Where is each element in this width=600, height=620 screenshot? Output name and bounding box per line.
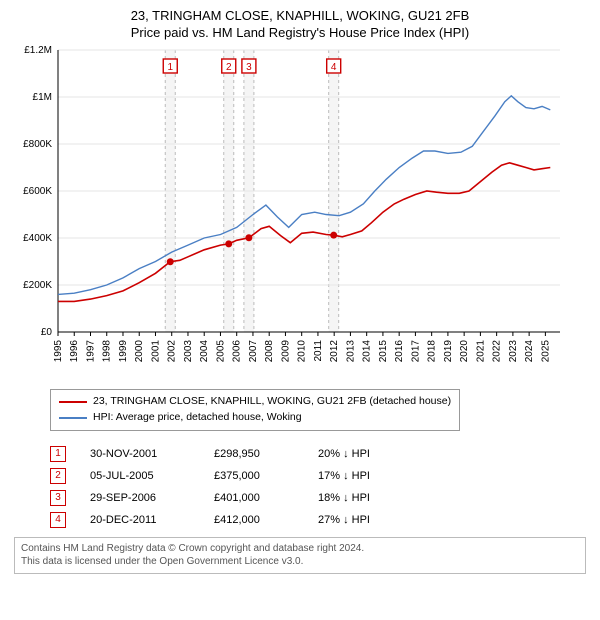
footer-line-1: Contains HM Land Registry data © Crown c… — [21, 542, 579, 556]
sale-row-delta: 27% ↓ HPI — [318, 514, 408, 526]
x-tick-label: 2024 — [524, 340, 535, 363]
series-hpi — [58, 96, 550, 295]
sale-marker-number: 2 — [226, 62, 232, 73]
sale-row-delta: 17% ↓ HPI — [318, 470, 408, 482]
sale-dot — [167, 258, 174, 265]
legend-swatch — [59, 417, 87, 419]
x-tick-label: 2019 — [443, 340, 454, 363]
y-tick-label: £200K — [23, 280, 52, 291]
legend: 23, TRINGHAM CLOSE, KNAPHILL, WOKING, GU… — [50, 389, 460, 431]
x-tick-label: 2008 — [264, 340, 275, 363]
sales-table: 1 30-NOV-2001 £298,950 20% ↓ HPI 2 05-JUL-200… — [50, 443, 586, 531]
legend-row: HPI: Average price, detached house, Woki… — [59, 410, 451, 426]
x-tick-label: 2010 — [297, 340, 308, 363]
sale-row-date: 30-NOV-2001 — [90, 448, 190, 460]
legend-label: HPI: Average price, detached house, Woki… — [93, 410, 302, 426]
legend-row: 23, TRINGHAM CLOSE, KNAPHILL, WOKING, GU… — [59, 394, 451, 410]
sale-dot — [330, 232, 337, 239]
x-tick-label: 2005 — [215, 340, 226, 363]
x-tick-label: 2009 — [280, 340, 291, 363]
x-tick-label: 2007 — [248, 340, 259, 363]
x-tick-label: 2011 — [313, 340, 324, 362]
y-tick-label: £800K — [23, 139, 52, 150]
sale-marker-number: 4 — [331, 62, 337, 73]
x-tick-label: 2021 — [475, 340, 486, 363]
x-tick-label: 2006 — [232, 340, 243, 363]
footer-line-2: This data is licensed under the Open Gov… — [21, 555, 579, 569]
x-tick-label: 2012 — [329, 340, 340, 363]
x-tick-label: 2015 — [378, 340, 389, 363]
y-tick-label: £1M — [33, 92, 52, 103]
sale-row-date: 20-DEC-2011 — [90, 514, 190, 526]
sale-row-price: £298,950 — [214, 448, 294, 460]
sale-dot — [245, 234, 252, 241]
chart-area: £0 £200K £400K £600K £800K £1M £1.2M 1995 1996 19… — [10, 46, 590, 381]
x-tick-label: 2001 — [150, 340, 161, 363]
sale-row: 3 29-SEP-2006 £401,000 18% ↓ HPI — [50, 487, 586, 509]
x-tick-label: 1999 — [118, 340, 129, 363]
sale-marker-number: 1 — [167, 62, 173, 73]
legend-label: 23, TRINGHAM CLOSE, KNAPHILL, WOKING, GU… — [93, 394, 451, 410]
sale-row-date: 05-JUL-2005 — [90, 470, 190, 482]
sale-row-delta: 18% ↓ HPI — [318, 492, 408, 504]
price-chart: £0 £200K £400K £600K £800K £1M £1.2M 1995 1996 19… — [10, 46, 570, 376]
x-tick-label: 2003 — [183, 340, 194, 363]
sale-row-price: £412,000 — [214, 514, 294, 526]
sale-row-marker: 2 — [50, 468, 66, 484]
x-tick-label: 2023 — [508, 340, 519, 363]
x-tick-label: 2025 — [540, 340, 551, 363]
y-tick-label: £1.2M — [24, 46, 52, 56]
sale-row-marker: 3 — [50, 490, 66, 506]
sale-row: 2 05-JUL-2005 £375,000 17% ↓ HPI — [50, 465, 586, 487]
sale-row-marker: 1 — [50, 446, 66, 462]
sale-marker-number: 3 — [246, 62, 252, 73]
sale-row-price: £375,000 — [214, 470, 294, 482]
x-tick-label: 2000 — [134, 340, 145, 363]
legend-swatch — [59, 401, 87, 403]
sale-row: 4 20-DEC-2011 £412,000 27% ↓ HPI — [50, 509, 586, 531]
chart-title-block: 23, TRINGHAM CLOSE, KNAPHILL, WOKING, GU… — [10, 8, 590, 40]
chart-title-subtitle: Price paid vs. HM Land Registry's House … — [10, 25, 590, 40]
sale-row-delta: 20% ↓ HPI — [318, 448, 408, 460]
chart-title-address: 23, TRINGHAM CLOSE, KNAPHILL, WOKING, GU… — [10, 8, 590, 23]
sale-row-marker: 4 — [50, 512, 66, 528]
page-root: 23, TRINGHAM CLOSE, KNAPHILL, WOKING, GU… — [0, 0, 600, 582]
sale-row-price: £401,000 — [214, 492, 294, 504]
x-tick-label: 2013 — [345, 340, 356, 363]
x-tick-label: 2004 — [199, 340, 210, 363]
x-tick-label: 2020 — [459, 340, 470, 363]
x-tick-label: 2022 — [492, 340, 503, 363]
x-tick-label: 2002 — [167, 340, 178, 363]
x-tick-label: 1995 — [53, 340, 64, 363]
sale-dot — [225, 240, 232, 247]
y-tick-label: £0 — [41, 327, 53, 338]
x-tick-label: 2017 — [410, 340, 421, 363]
attribution-footer: Contains HM Land Registry data © Crown c… — [14, 537, 586, 574]
x-tick-label: 2018 — [427, 340, 438, 363]
x-tick-label: 1997 — [85, 340, 96, 363]
sale-row-date: 29-SEP-2006 — [90, 492, 190, 504]
x-tick-label: 2014 — [362, 340, 373, 363]
sale-row: 1 30-NOV-2001 £298,950 20% ↓ HPI — [50, 443, 586, 465]
y-tick-label: £400K — [23, 233, 52, 244]
x-tick-label: 2016 — [394, 340, 405, 363]
x-tick-label: 1998 — [102, 340, 113, 363]
x-tick-label: 1996 — [69, 340, 80, 363]
series-property — [58, 163, 550, 302]
y-tick-label: £600K — [23, 186, 52, 197]
